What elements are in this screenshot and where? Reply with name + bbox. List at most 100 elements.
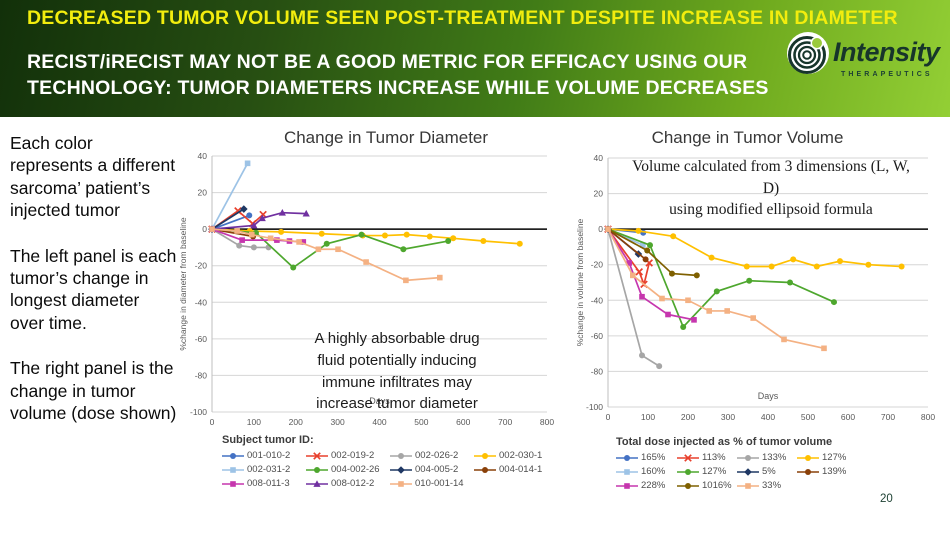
svg-text:-20: -20 (591, 260, 604, 270)
legend-item: 33% (737, 480, 797, 491)
legend-item: 139% (797, 466, 855, 477)
svg-text:20: 20 (198, 188, 208, 198)
legend-label: 127% (822, 452, 847, 463)
svg-text:-20: -20 (195, 261, 208, 271)
legend-item: 228% (616, 480, 677, 491)
volume-legend: Total dose injected as % of tumor volume… (616, 436, 855, 491)
legend-item: 5% (737, 466, 797, 477)
svg-text:800: 800 (540, 417, 554, 427)
svg-text:0: 0 (606, 412, 611, 422)
legend-marker-icon (737, 454, 759, 461)
volume-legend-title: Total dose injected as % of tumor volume (616, 436, 833, 448)
diameter-legend-title: Subject tumor ID: (222, 434, 314, 446)
series-002-031-2 (209, 160, 251, 232)
svg-text:500: 500 (414, 417, 428, 427)
diameter-chart-panel: Change in Tumor Diameter 40 20 0 -20 -40 -60-… (178, 128, 560, 528)
series-1016% (605, 226, 700, 279)
svg-text:-100: -100 (586, 402, 603, 412)
diameter-chart-title: Change in Tumor Diameter (283, 128, 489, 147)
svg-text:200: 200 (681, 412, 695, 422)
svg-text:300: 300 (331, 417, 345, 427)
legend-label: 001-010-2 (247, 450, 291, 461)
svg-text:%change in diameter from basel: %change in diameter from baseline (178, 217, 188, 351)
legend-marker-icon (474, 452, 496, 459)
diameter-annotation: A highly absorbable drug fluid potential… (314, 330, 480, 413)
legend-marker-icon (390, 480, 412, 487)
sidebar-notes: Each color represents a different sarcom… (10, 132, 178, 447)
logo-dot (812, 38, 822, 48)
legend-item: 008-011-3 (222, 478, 306, 489)
svg-text:40: 40 (198, 151, 208, 161)
page-number: 20 (880, 493, 893, 505)
legend-marker-icon (222, 466, 244, 473)
legend-label: 160% (641, 466, 666, 477)
svg-text:-40: -40 (591, 295, 604, 305)
legend-label: 133% (762, 452, 787, 463)
svg-text:20: 20 (594, 189, 604, 199)
legend-item: 127% (797, 452, 855, 463)
svg-text:%change in volume from baselin: %change in volume from baseline (575, 218, 585, 346)
svg-text:700: 700 (498, 417, 512, 427)
legend-label: 002-031-2 (247, 464, 291, 475)
legend-marker-icon (222, 480, 244, 487)
legend-marker-icon (306, 466, 328, 473)
legend-label: 002-030-1 (499, 450, 543, 461)
volume-chart-panel: Change in Tumor Volume 40 20 0 -20 -40 -60 -80… (575, 128, 950, 528)
svg-text:0: 0 (598, 224, 603, 234)
svg-text:-60: -60 (195, 334, 208, 344)
legend-item: 160% (616, 466, 677, 477)
svg-text:400: 400 (372, 417, 386, 427)
note-colors: Each color represents a different sarcom… (10, 133, 176, 221)
legend-label: 002-026-2 (415, 450, 459, 461)
legend-marker-icon (677, 468, 699, 475)
legend-marker-icon (677, 482, 699, 489)
svg-text:600: 600 (456, 417, 470, 427)
legend-marker-icon (616, 468, 638, 475)
legend-item: 004-014-1 (474, 464, 554, 475)
logo-tagline: THERAPEUTICS (841, 71, 933, 78)
legend-marker-icon (737, 467, 759, 476)
volume-legend-items: 165% 113% 133% 127% 160% 127% 5% 139% 228% 1016% 3… (616, 452, 855, 491)
legend-marker-icon (390, 465, 412, 474)
diameter-legend-items: 001-010-2 002-019-2 002-026-2 002-030-1 002-… (222, 450, 554, 489)
svg-text:Days: Days (369, 396, 390, 406)
svg-text:600: 600 (841, 412, 855, 422)
series-127% (605, 226, 837, 330)
legend-item: 002-026-2 (390, 450, 474, 461)
svg-text:100: 100 (247, 417, 261, 427)
logo-rings-icon (787, 32, 829, 74)
svg-text:-100: -100 (190, 407, 207, 417)
legend-item: 004-002-26 (306, 464, 390, 475)
volume-annotation: Volume calculated from 3 dimensions (L, … (632, 158, 910, 219)
legend-item: 113% (677, 452, 737, 463)
series-133% (605, 226, 663, 370)
legend-marker-icon (306, 479, 328, 487)
legend-label: 010-001-14 (415, 478, 464, 489)
legend-marker-icon (306, 451, 328, 460)
legend-item: 002-030-1 (474, 450, 554, 461)
legend-marker-icon (737, 482, 759, 489)
svg-text:200: 200 (289, 417, 303, 427)
legend-marker-icon (222, 452, 244, 459)
legend-item: 127% (677, 466, 737, 477)
logo-wordmark: Intensity (833, 37, 940, 67)
svg-text:Days: Days (758, 391, 779, 401)
legend-label: 165% (641, 452, 666, 463)
volume-chart-title: Change in Tumor Volume (651, 128, 844, 147)
svg-text:300: 300 (721, 412, 735, 422)
svg-text:-80: -80 (591, 366, 604, 376)
note-left-panel: The left panel is each tumor’s change in… (10, 245, 177, 333)
svg-text:100: 100 (641, 412, 655, 422)
legend-label: 5% (762, 466, 776, 477)
legend-label: 004-005-2 (415, 464, 459, 475)
svg-text:0: 0 (210, 417, 215, 427)
legend-item: 133% (737, 452, 797, 463)
legend-label: 228% (641, 480, 666, 491)
legend-item: 008-012-2 (306, 478, 390, 489)
svg-text:700: 700 (881, 412, 895, 422)
legend-label: 127% (702, 466, 727, 477)
legend-label: 008-011-3 (247, 478, 290, 489)
